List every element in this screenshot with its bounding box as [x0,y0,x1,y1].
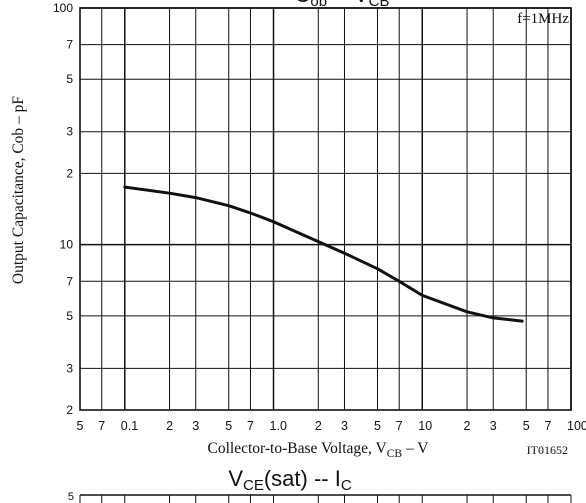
x-tick-label: 5 [523,419,530,433]
next-chart-title: VCE(sat) -- IC [228,466,352,494]
figure-id: IT01652 [527,443,568,457]
y-tick-label: 100 [53,1,73,15]
x-tick-label: 2 [166,419,173,433]
y-axis-label: Output Capacitance, Cob – pF [10,96,27,284]
grid [79,7,572,411]
x-tick-label: 3 [341,419,348,433]
x-tick-label: 5 [225,419,232,433]
y-tick-label: 5 [66,309,73,323]
next-chart-frame-top [79,494,572,503]
x-tick-label: 100 [567,419,586,433]
y-tick-label: 3 [66,361,73,375]
plot-frame [79,7,572,411]
x-tick-label: 3 [192,419,199,433]
x-tick-label: 7 [247,419,254,433]
x-tick-label: 5 [77,419,84,433]
frequency-annotation: f=1MHz [517,11,569,27]
y-tick-label: 2 [66,166,73,180]
x-tick-label: 7 [396,419,403,433]
x-tick-label: 2 [464,419,471,433]
y-tick-label: 5 [66,72,73,86]
y-tick-labels: 2 3 5 7 10 2 3 5 7 100 [53,1,73,417]
x-tick-label: 5 [374,419,381,433]
x-axis-label: Collector-to-Base Voltage, VCB – V [208,440,430,460]
x-tick-label: 7 [98,419,105,433]
x-tick-label: 7 [544,419,551,433]
x-tick-label: 10 [418,419,432,433]
series-line [123,185,524,323]
y-tick-label: 7 [66,274,73,288]
y-tick-label: 7 [66,38,73,52]
y-tick-label: 10 [60,238,74,252]
x-tick-label: 0.1 [121,419,138,433]
y-tick-label: 3 [66,125,73,139]
chart-title: Cob -- VCB [295,0,390,10]
y-tick-label: 2 [66,403,73,417]
x-tick-label: 2 [315,419,322,433]
x-tick-label: 1.0 [270,419,287,433]
x-tick-label: 3 [490,419,497,433]
next-chart-ytick: 5 [68,491,74,503]
x-tick-labels: 5 7 0.1 2 3 5 7 1.0 2 3 5 7 10 2 3 5 7 100 [77,419,586,433]
